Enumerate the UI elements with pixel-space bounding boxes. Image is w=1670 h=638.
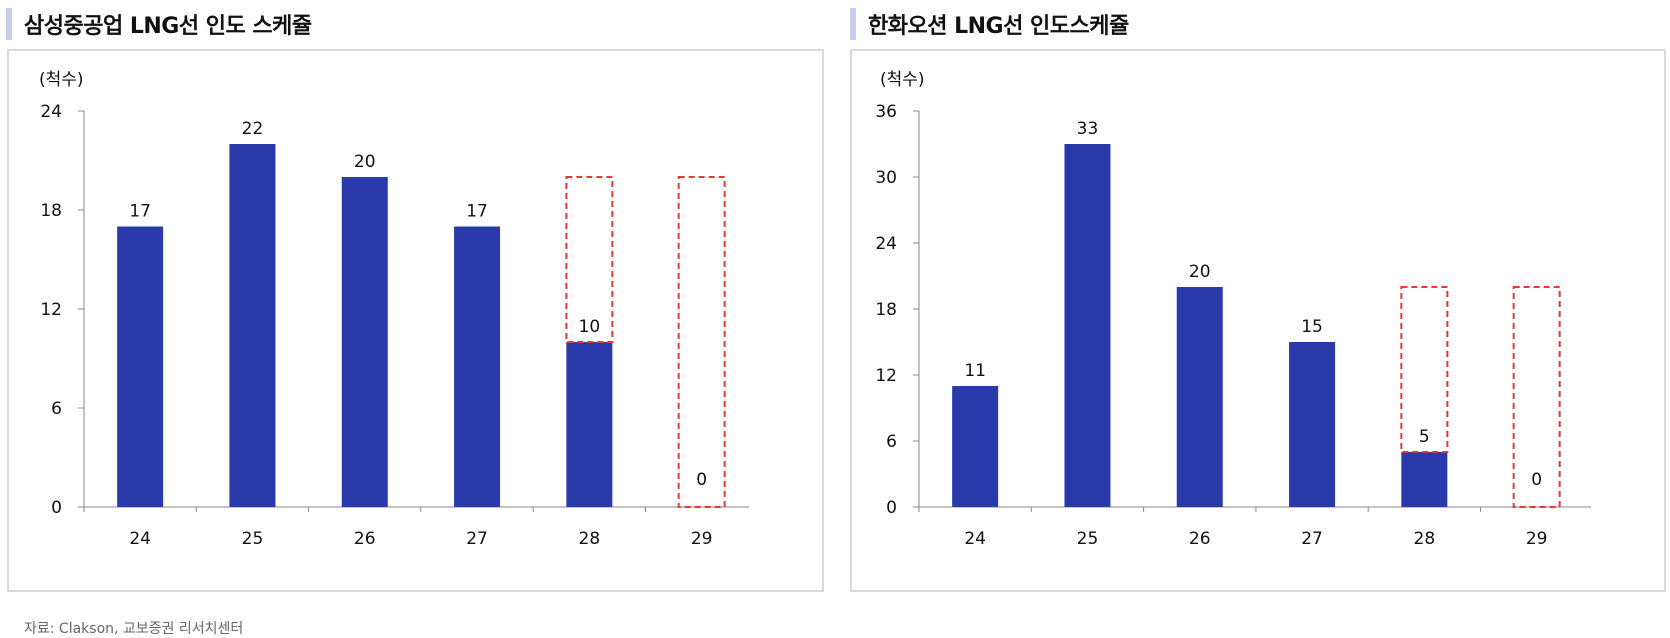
dashed-outline-28 [565, 176, 614, 343]
x-tick-label-27: 27 [466, 529, 488, 549]
x-tick-label-27: 27 [1301, 529, 1323, 549]
y-tick-label: 12 [875, 366, 897, 386]
bar-26 [341, 177, 388, 507]
data-label-25: 22 [242, 119, 264, 139]
y-unit-label: (척수) [880, 70, 925, 90]
y-tick-label: 24 [40, 102, 62, 122]
dashed-outline-29 [677, 176, 726, 508]
y-tick-label: 18 [40, 201, 62, 221]
title-accent-bar [850, 8, 856, 40]
dashed-outline-28 [1400, 286, 1449, 453]
y-tick-label: 0 [886, 498, 897, 518]
data-label-29: 0 [1531, 470, 1542, 490]
y-unit-label: (척수) [39, 70, 84, 90]
bar-chart-hanwha: (척수) 0 6 12 18 24 30 36 11 24 33 25 20 26 15 27 5 28 0 29 [875, 70, 1591, 549]
x-tick-label-29: 29 [691, 529, 713, 549]
y-tick-label: 18 [875, 300, 897, 320]
bar-26 [1176, 287, 1223, 507]
y-tick-label: 6 [886, 432, 897, 452]
x-tick-label-24: 24 [964, 529, 986, 549]
x-tick-label-25: 25 [242, 529, 264, 549]
source-note: 자료: Clakson, 교보증권 리서치센터 [24, 621, 244, 637]
data-label-24: 11 [964, 361, 986, 381]
bar-25 [229, 144, 276, 507]
x-tick-label-25: 25 [1077, 529, 1099, 549]
data-label-28: 10 [579, 317, 601, 337]
chart-title-samsung: 삼성중공업 LNG선 인도 스케쥴 [6, 8, 312, 40]
bar-27 [1289, 342, 1336, 507]
data-label-29: 0 [696, 470, 707, 490]
y-tick-label: 6 [51, 399, 62, 419]
data-label-27: 15 [1301, 317, 1323, 337]
chart-panel-hanwha: (척수) 0 6 12 18 24 30 36 11 24 33 25 20 26 15 27 5 28 0 29 [850, 49, 1666, 592]
y-tick-label: 0 [51, 498, 62, 518]
x-tick-label-28: 28 [1414, 529, 1436, 549]
bar-24 [952, 386, 999, 507]
chart-title-hanwha: 한화오션 LNG선 인도스케쥴 [850, 8, 1129, 40]
bar-25 [1064, 144, 1111, 507]
chart-title-hanwha-text: 한화오션 LNG선 인도스케쥴 [868, 14, 1129, 39]
y-tick-label: 24 [875, 234, 897, 254]
y-tick-label: 36 [875, 102, 897, 122]
x-tick-label-24: 24 [129, 529, 151, 549]
x-tick-label-29: 29 [1526, 529, 1548, 549]
bar-27 [454, 226, 501, 507]
data-label-25: 33 [1077, 119, 1099, 139]
x-tick-label-26: 26 [354, 529, 376, 549]
x-tick-label-26: 26 [1189, 529, 1211, 549]
y-tick-label: 30 [875, 168, 897, 188]
dashed-outline-29 [1512, 286, 1561, 508]
bar-28 [566, 342, 613, 507]
bar-chart-samsung: (척수) 0 6 12 18 24 17 24 22 25 20 26 17 27 10 28 0 29 [39, 70, 749, 549]
data-label-24: 17 [129, 202, 151, 222]
title-accent-bar [6, 8, 12, 40]
x-tick-label-28: 28 [579, 529, 601, 549]
chart-title-samsung-text: 삼성중공업 LNG선 인도 스케쥴 [24, 14, 312, 39]
bar-28 [1401, 452, 1448, 507]
data-label-27: 17 [466, 202, 488, 222]
data-label-26: 20 [354, 152, 376, 172]
y-tick-label: 12 [40, 300, 62, 320]
chart-panel-samsung: (척수) 0 6 12 18 24 17 24 22 25 20 26 17 27 10 28 0 29 [7, 49, 824, 592]
data-label-26: 20 [1189, 262, 1211, 282]
data-label-28: 5 [1419, 427, 1430, 447]
bar-24 [117, 226, 164, 507]
